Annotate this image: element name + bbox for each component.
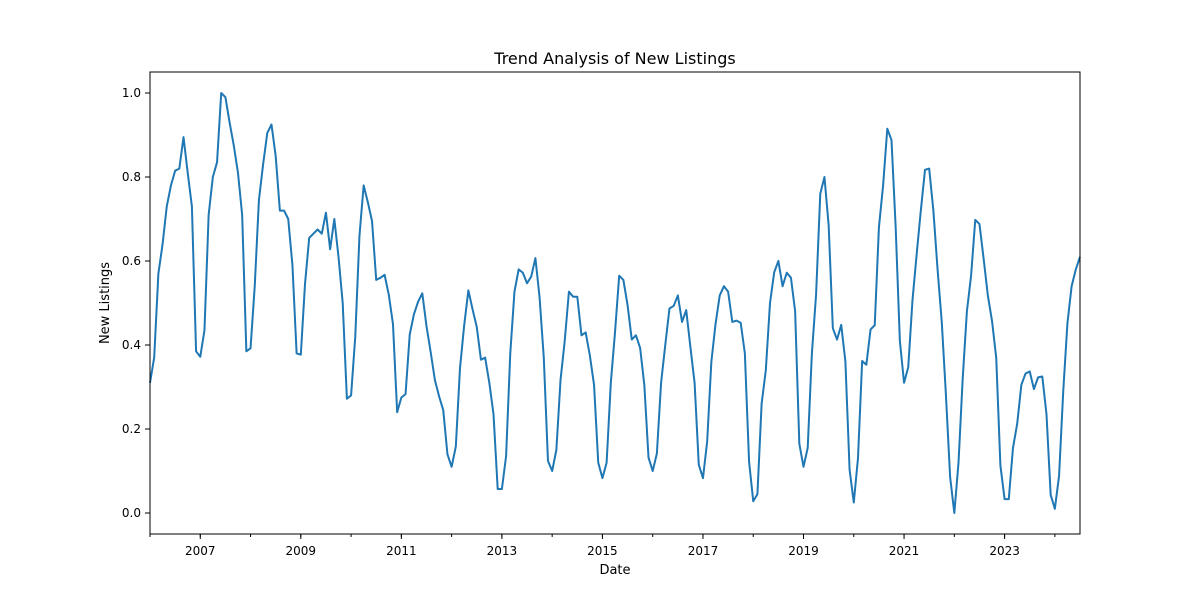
y-axis-label: New Listings [98,262,113,344]
x-tick-label: 2011 [386,544,417,558]
x-tick-label: 2021 [889,544,920,558]
chart-title: Trend Analysis of New Listings [493,49,735,68]
plot-frame [149,71,1081,535]
y-tick-label: 0.6 [122,254,141,268]
y-tick-label: 0.4 [122,338,141,352]
x-axis-label: Date [599,563,630,578]
x-tick-label: 2007 [185,544,216,558]
series-line-0 [149,92,1081,514]
x-tick-label: 2015 [587,544,618,558]
y-tick-label: 1.0 [122,86,141,100]
x-tick-label: 2013 [487,544,518,558]
y-tick-label: 0.8 [122,170,141,184]
x-tick-label: 2017 [688,544,719,558]
x-axis: 2007 2009 2011 2013 2015 2017 2019 2021 2023 [149,534,1056,558]
x-tick-label: 2019 [788,544,819,558]
y-tick-label: 0.0 [122,506,141,520]
x-tick-label: 2009 [286,544,317,558]
y-tick-label: 0.2 [122,422,141,436]
x-tick-label: 2023 [989,544,1020,558]
y-axis: 0.0 0.2 0.4 0.6 0.8 1.0 [122,86,150,520]
plot-area [149,92,1081,514]
